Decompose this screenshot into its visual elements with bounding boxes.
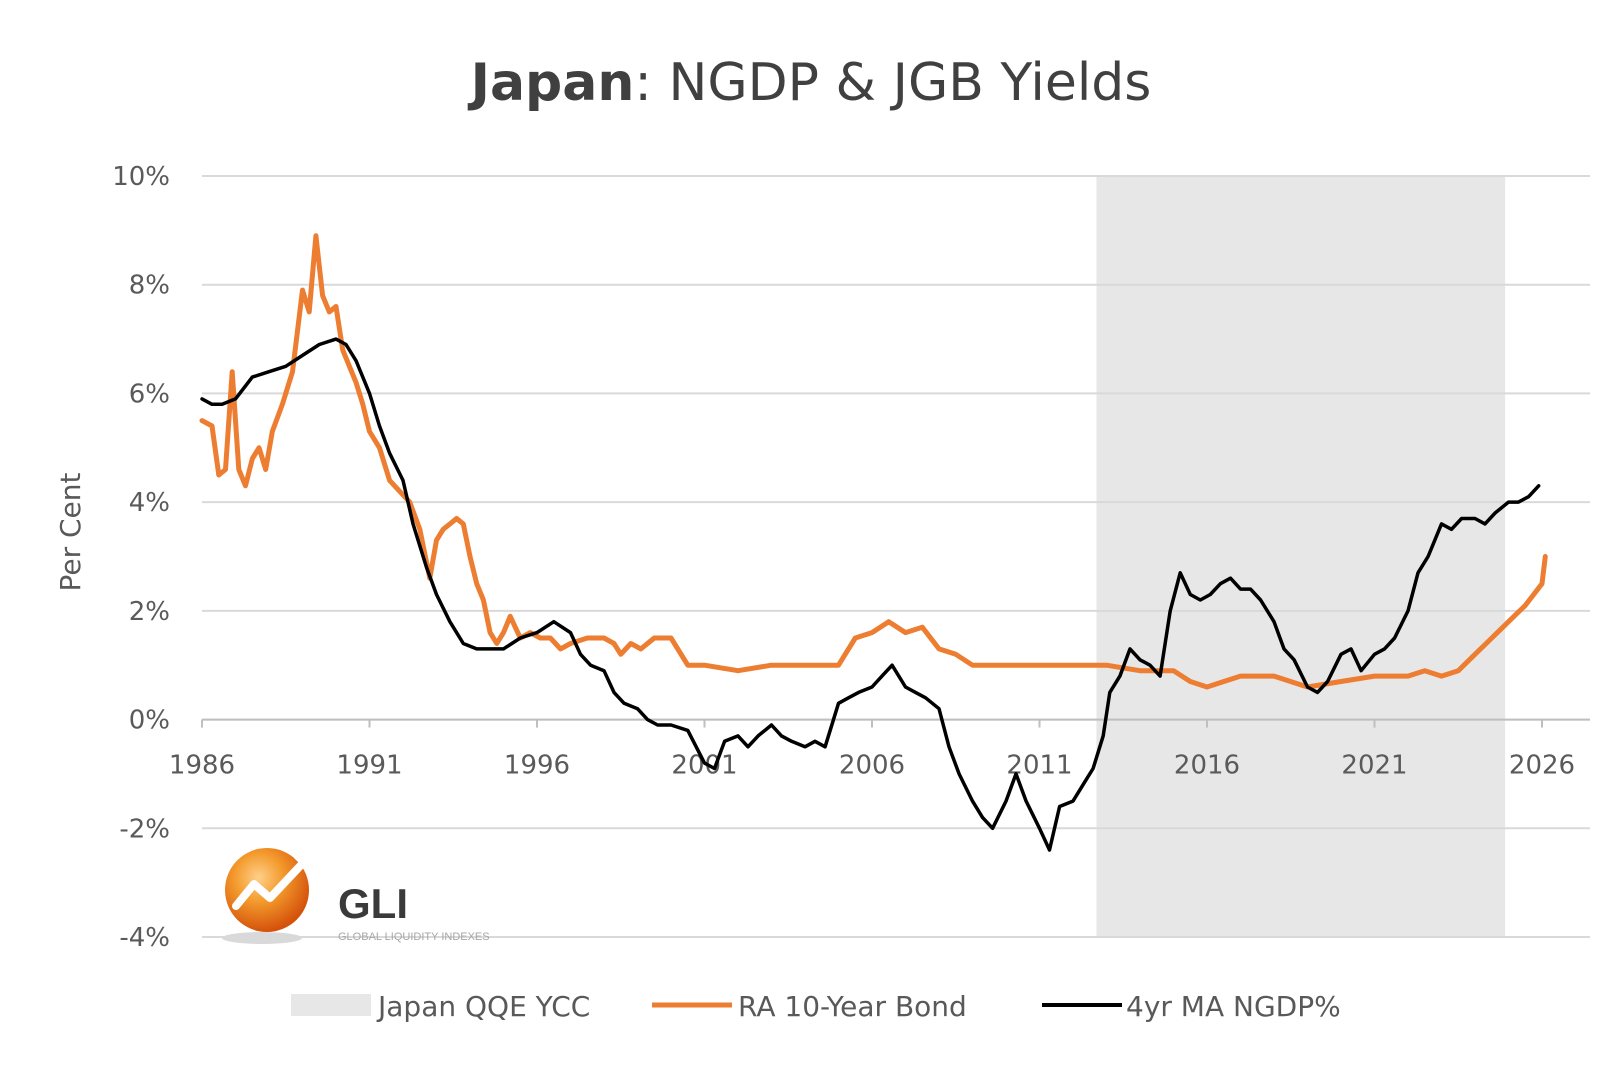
y-tick-label: 8%	[129, 271, 170, 301]
y-tick-label: 4%	[129, 488, 170, 518]
legend: Japan QQE YCC RA 10-Year Bond 4yr MA NGD…	[291, 990, 1341, 1023]
x-tick-label: 2016	[1174, 751, 1240, 781]
x-tick-label: 2006	[839, 751, 905, 781]
x-tick-label: 2026	[1509, 751, 1575, 781]
x-tick-label: 1986	[169, 751, 235, 781]
gridlines	[202, 175, 1590, 938]
y-tick-label: -4%	[119, 923, 170, 953]
legend-label-ngdp: 4yr MA NGDP%	[1126, 990, 1341, 1023]
y-tick-label: 0%	[129, 706, 170, 736]
y-tick-labels: 10% 8% 6% 4% 2% 0% -2% -4%	[112, 162, 170, 953]
series-line-10yr-bond	[199, 233, 1548, 690]
logo-arrow-icon	[294, 852, 312, 870]
legend-label-qqe-ycc: Japan QQE YCC	[376, 990, 590, 1023]
legend-label-10yr-bond: RA 10-Year Bond	[738, 990, 967, 1023]
logo-globe-icon	[225, 848, 309, 932]
x-tick-label: 2021	[1341, 751, 1407, 781]
logo-name: GLI	[338, 880, 408, 927]
y-tick-label: 2%	[129, 597, 170, 627]
logo-tagline: GLOBAL LIQUIDITY INDEXES	[338, 931, 490, 943]
chart-title: Japan: NGDP & JGB Yields	[468, 53, 1152, 113]
x-tick-label: 2001	[671, 751, 737, 781]
chart-title-bold: Japan	[468, 53, 635, 113]
shaded-region-qqe-ycc	[1096, 176, 1506, 937]
series-line-ngdp	[200, 337, 1541, 852]
chart-title-rest: : NGDP & JGB Yields	[634, 53, 1151, 113]
logo-trend-icon	[232, 860, 306, 910]
gli-logo: GLI GLOBAL LIQUIDITY INDEXES	[222, 848, 490, 944]
y-tick-label: 10%	[112, 162, 170, 192]
y-axis-title: Per Cent	[54, 472, 87, 591]
shaded-region-layer	[1096, 176, 1506, 937]
x-tick-label: 1991	[336, 751, 402, 781]
legend-swatch-qqe-ycc	[291, 994, 371, 1016]
series-layer	[199, 233, 1548, 852]
x-tick-labels: 1986 1991 1996 2001 2006 2011 2016 2021 2026	[169, 719, 1575, 781]
y-tick-label: -2%	[119, 814, 170, 844]
logo-shadow	[222, 932, 302, 944]
y-tick-label: 6%	[129, 379, 170, 409]
x-tick-label: 1996	[504, 751, 570, 781]
